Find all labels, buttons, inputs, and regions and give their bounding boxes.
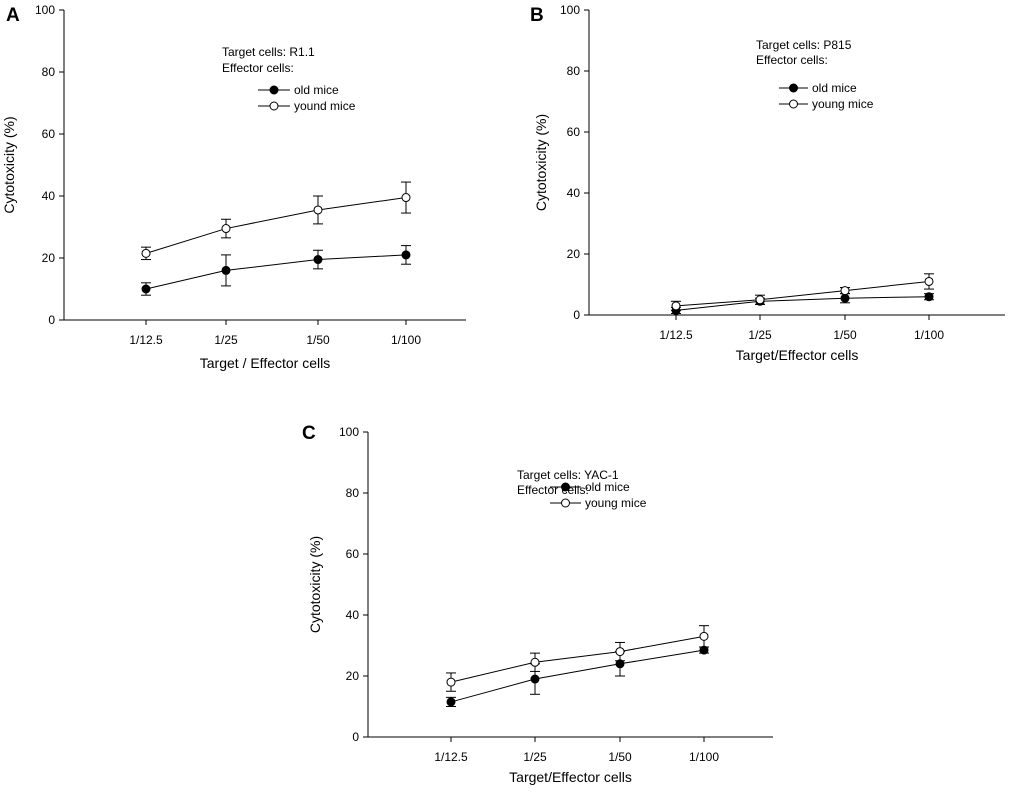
x-tick-label: 1/25	[214, 333, 238, 347]
x-tick-label: 1/12.5	[129, 333, 163, 347]
annotation-text: Target cells: YAC-1	[517, 468, 619, 482]
x-tick-label: 1/100	[689, 750, 719, 764]
legend-marker	[789, 83, 798, 93]
series-old-mice	[141, 245, 411, 296]
annotation-text: Effector cells:	[222, 61, 294, 75]
y-tick-label: 80	[42, 65, 56, 79]
x-axis-title: Target/Effector cells	[509, 769, 632, 785]
x-tick-label: 1/100	[391, 333, 421, 347]
y-tick-label: 0	[352, 730, 359, 744]
data-point	[924, 292, 934, 302]
y-tick-label: 60	[42, 127, 56, 141]
legend-label: old mice	[812, 81, 857, 95]
y-tick-label: 20	[567, 247, 581, 261]
data-point	[221, 265, 231, 275]
legend-label: young mice	[585, 496, 647, 510]
series-line	[675, 296, 930, 311]
legend-label: young mice	[812, 97, 874, 111]
data-point	[840, 293, 850, 303]
data-point	[446, 677, 456, 687]
legend-label: old mice	[585, 480, 630, 494]
x-tick-label: 1/100	[914, 328, 944, 342]
y-tick-label: 40	[567, 186, 581, 200]
legend: old mice young mice	[779, 81, 874, 111]
y-tick-label: 60	[567, 125, 581, 139]
panel-c: C 0 20 40 60 80 100 1/12.5 1/25 1/50 1/100 Target/E…	[302, 423, 773, 785]
data-point	[530, 657, 540, 667]
series-line	[145, 254, 407, 290]
y-tick-label: 100	[35, 3, 55, 17]
y-tick-label: 40	[42, 189, 56, 203]
annotation-text: Effector cells:	[517, 483, 589, 497]
annotation-text: Target cells: P815	[756, 38, 852, 52]
data-point	[699, 631, 709, 641]
panel-b: B 0 20 40 60 80 100 1/12.5 1/25 1/50 1/100 Target/E…	[530, 3, 1005, 363]
panel-letter: A	[6, 5, 20, 26]
y-tick-label: 80	[567, 64, 581, 78]
y-tick-label: 100	[339, 425, 359, 439]
data-point	[141, 284, 151, 294]
y-tick-label: 20	[42, 251, 56, 265]
data-point	[141, 248, 151, 258]
data-point	[615, 647, 625, 657]
legend-marker	[269, 85, 279, 95]
x-tick-label: 1/50	[608, 750, 632, 764]
annotation-text: Target cells: R1.1	[222, 45, 315, 59]
data-point	[313, 255, 323, 265]
data-point	[401, 193, 411, 203]
data-point	[840, 286, 850, 296]
legend-marker	[561, 498, 570, 508]
legend-marker	[269, 101, 279, 111]
legend-label: yound mice	[294, 99, 356, 113]
series-young-mice	[446, 625, 709, 692]
data-point	[401, 250, 411, 260]
data-point	[530, 674, 540, 684]
y-axis-title: Cytotoxicity (%)	[1, 116, 17, 213]
y-tick-label: 40	[346, 608, 360, 622]
series-line	[450, 635, 705, 683]
legend-label: old mice	[294, 83, 339, 97]
y-tick-label: 0	[48, 313, 55, 327]
legend-marker	[789, 99, 798, 109]
x-axis-title: Target / Effector cells	[200, 355, 330, 371]
x-axis-title: Target/Effector cells	[736, 347, 859, 363]
data-point	[755, 295, 765, 305]
x-tick-label: 1/25	[523, 750, 547, 764]
x-tick-label: 1/50	[306, 333, 330, 347]
y-tick-label: 60	[346, 547, 360, 561]
y-axis-title: Cytotoxicity (%)	[533, 114, 549, 211]
y-axis-title: Cytotoxicity (%)	[307, 536, 323, 633]
data-point	[221, 224, 231, 234]
panel-letter: C	[302, 423, 316, 444]
series-line	[145, 197, 407, 254]
legend: old mice yound mice	[258, 83, 356, 113]
panel-letter: B	[530, 5, 544, 26]
x-tick-label: 1/12.5	[659, 328, 693, 342]
y-tick-label: 0	[573, 308, 580, 322]
data-point	[671, 301, 681, 311]
x-tick-label: 1/50	[833, 328, 857, 342]
data-point	[313, 205, 323, 215]
legend-marker	[561, 482, 570, 492]
series-line	[675, 280, 930, 307]
data-point	[924, 276, 934, 286]
data-point	[446, 697, 456, 707]
y-tick-label: 80	[346, 486, 360, 500]
x-tick-label: 1/25	[748, 328, 772, 342]
panel-a: A 0 20 40 60 80 100 1/12.5 1/25 1/50 1/100 Target /…	[1, 3, 466, 371]
y-tick-label: 20	[346, 669, 360, 683]
series-young-mice	[141, 181, 411, 261]
annotation-text: Effector cells:	[756, 53, 828, 67]
y-tick-label: 100	[560, 3, 580, 17]
legend: old mice young mice	[550, 480, 647, 510]
series-old-mice	[446, 645, 709, 707]
series-young-mice	[671, 273, 934, 311]
series-line	[450, 649, 705, 703]
x-tick-label: 1/12.5	[434, 750, 468, 764]
